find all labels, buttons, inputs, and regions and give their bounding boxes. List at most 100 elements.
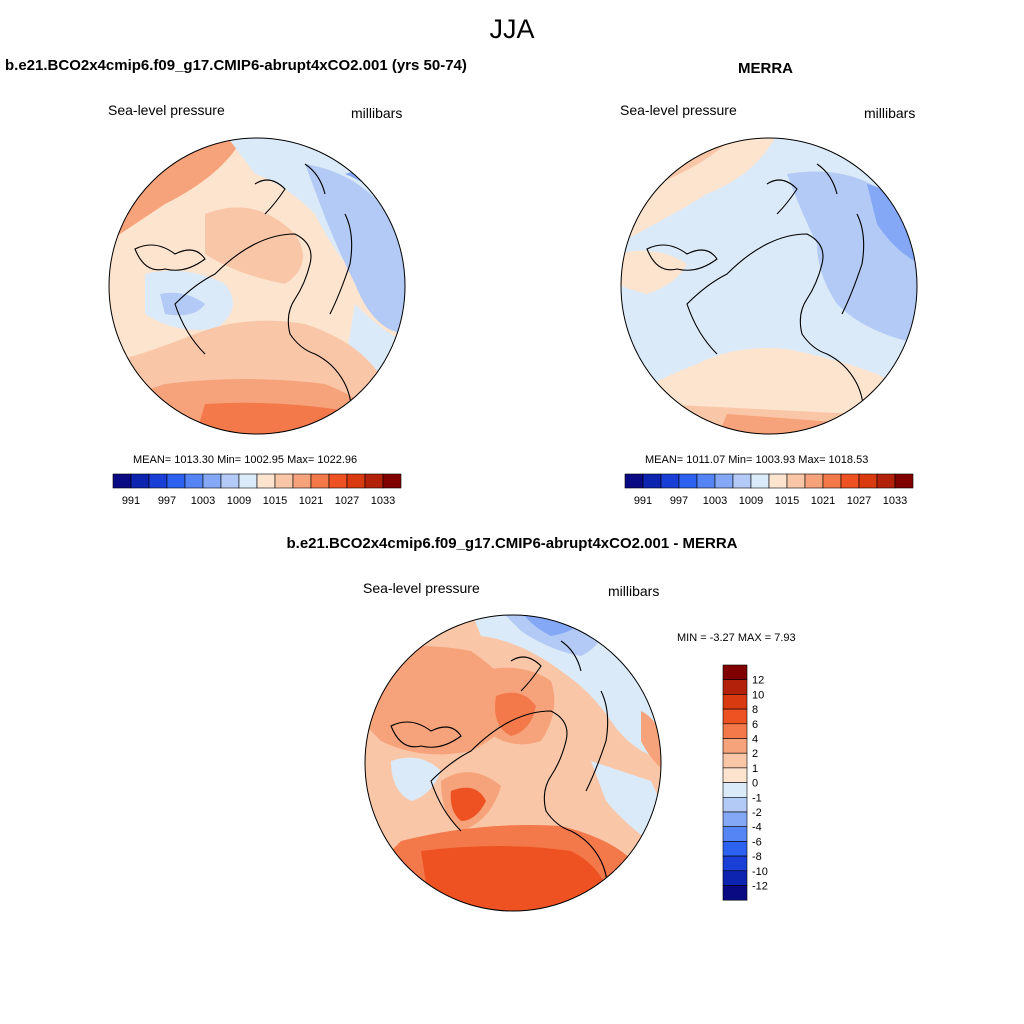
panel2-units: millibars [864,105,916,121]
colorbar-box [840,473,860,489]
colorbar-tick-label: 10 [752,689,764,701]
colorbar-box [722,885,748,901]
colorbar-box [786,473,806,489]
colorbar-box [184,473,204,489]
colorbar-box [696,473,716,489]
panel2-title: MERRA [738,60,793,77]
colorbar-box [130,473,150,489]
panel1-variable: Sea-level pressure [108,102,225,118]
colorbar-box [714,473,734,489]
colorbar-tick-label: 1021 [299,495,323,507]
colorbar-box [722,664,748,680]
colorbar-box [274,473,294,489]
colorbar-box [678,473,698,489]
colorbar-box [722,738,748,754]
colorbar-boxes [624,473,914,489]
colorbar-box [220,473,240,489]
colorbar-tick-label: -8 [752,851,762,863]
panel3-stats: MIN = -3.27 MAX = 7.93 [677,632,796,644]
colorbar-box [642,473,662,489]
colorbar-tick-label: 1015 [775,495,799,507]
panel2-variable: Sea-level pressure [620,102,737,118]
colorbar-tick-label: 8 [752,704,758,716]
colorbar-tick-label: 1033 [883,495,907,507]
colorbar-ticks: 991 997 1003 1009 1015 1021 1027 1033 [122,495,395,507]
colorbar-box [722,855,748,872]
colorbar-tick-label: 1033 [371,495,395,507]
colorbar-tick-label: 2 [752,748,758,760]
colorbar-tick-label: 12 [752,675,764,687]
colorbar-box [256,473,276,489]
figure-title: JJA [489,14,535,44]
colorbar-tick-label: 991 [634,495,652,507]
colorbar-box [876,473,896,489]
panel2-stats: MEAN= 1011.07 Min= 1003.93 Max= 1018.53 [645,454,869,466]
panel3-variable: Sea-level pressure [363,580,480,596]
colorbar-box [310,473,330,489]
panel1-stats: MEAN= 1013.30 Min= 1002.95 Max= 1022.96 [133,454,358,466]
colorbar-box [722,797,748,813]
colorbar-tick-label: 1015 [263,495,287,507]
colorbar-box [202,473,222,489]
colorbar-tick-label: 6 [752,719,758,731]
colorbar-box [722,826,748,842]
colorbar-tick-label: 997 [158,495,176,507]
colorbar-tick-label: 991 [122,495,140,507]
panel3-map [364,614,662,912]
colorbar-box [722,694,748,710]
colorbar-box [346,473,366,489]
colorbar-box [292,473,312,489]
colorbar-box [722,752,748,769]
colorbar-box [768,473,788,489]
colorbar-tick-label: -2 [752,807,762,819]
colorbar-box [732,473,752,489]
colorbar-box [112,473,132,489]
colorbar-tick-label: -10 [752,866,768,878]
panel2-colorbar: 991 997 1003 1009 1015 1021 1027 1033 [624,473,914,507]
colorbar-box [722,811,748,827]
colorbar-box [894,473,914,489]
colorbar-box [722,723,748,739]
colorbar-tick-label: 997 [670,495,688,507]
panel2-map [620,137,918,435]
colorbar-tick-label: -6 [752,836,762,848]
colorbar-tick-label: 1027 [335,495,359,507]
panel1-units: millibars [351,105,403,121]
colorbar-tick-label: 1003 [703,495,727,507]
colorbar-box [804,473,824,489]
colorbar-box [722,767,748,783]
colorbar-tick-label: 1003 [191,495,215,507]
colorbar-tick-label: 1009 [227,495,251,507]
panel1-title: b.e21.BCO2x4cmip6.f09_g17.CMIP6-abrupt4x… [5,57,467,74]
panel1-map [108,137,406,435]
panel3-units: millibars [608,583,660,599]
colorbar-tick-label: 0 [752,778,758,790]
colorbar-box [382,473,402,489]
colorbar-box [238,473,258,489]
colorbar-box [328,473,348,489]
colorbar-tick-label: -4 [752,822,762,834]
colorbar-tick-label: -12 [752,881,768,893]
colorbar-tick-label: 1021 [811,495,835,507]
colorbar-box [660,473,680,489]
colorbar-box [166,473,186,489]
colorbar-box [722,841,748,857]
colorbar-box [750,473,770,489]
colorbar-tick-label: 1027 [847,495,871,507]
panel1-colorbar: 991 997 1003 1009 1015 1021 1027 1033 [112,473,402,507]
colorbar-box [722,870,748,886]
colorbar-box [858,473,878,489]
colorbar-box [624,473,644,489]
colorbar-tick-label: 1009 [739,495,763,507]
colorbar-tick-label: 4 [752,734,758,746]
colorbar-boxes [112,473,402,489]
colorbar-tick-label: -1 [752,792,762,804]
colorbar-box [822,473,842,489]
colorbar-boxes [722,664,748,901]
panel3-title: b.e21.BCO2x4cmip6.f09_g17.CMIP6-abrupt4x… [286,535,738,552]
colorbar-box [722,679,748,695]
colorbar-ticks: 991 997 1003 1009 1015 1021 1027 1033 [634,495,907,507]
colorbar-box [148,473,168,489]
colorbar-box [722,782,748,798]
